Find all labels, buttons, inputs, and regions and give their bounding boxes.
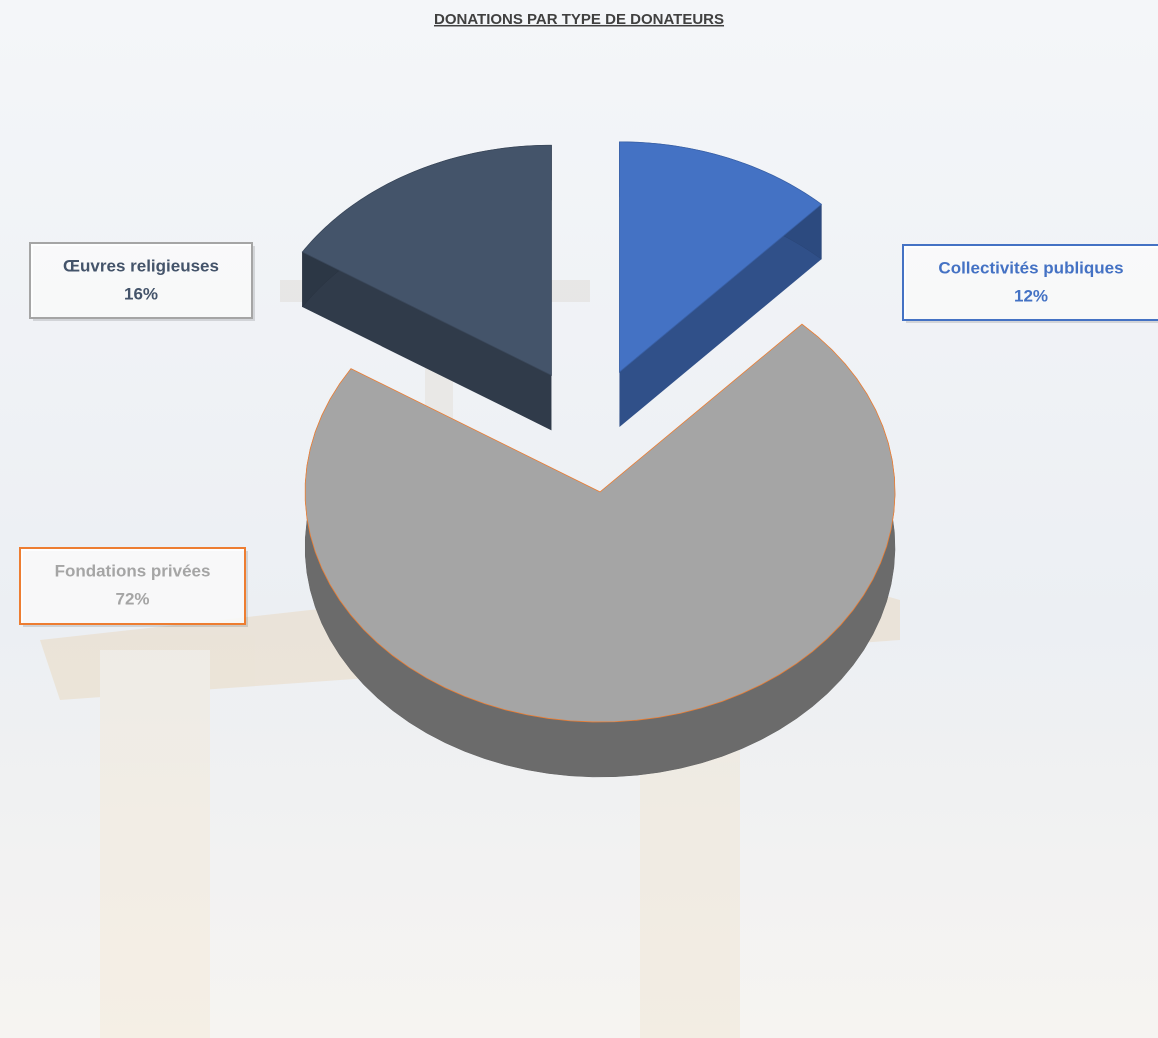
slice [619,141,823,427]
slice-wall [619,204,822,427]
chart-title: DONATIONS PAR TYPE DE DONATEURS [434,11,724,28]
pie-slice [619,141,823,373]
pie-slice [304,323,896,723]
label-box [902,244,1158,321]
data-label-name: Fondations privées [55,561,211,580]
label-box [29,242,253,319]
label-box [19,547,246,625]
data-label-value: 72% [115,589,149,608]
data-label-value: 16% [124,284,158,303]
slice [301,144,552,431]
pie-slice [301,144,552,376]
data-label-name: Œuvres religieuses [63,256,219,275]
slice [304,323,896,778]
data-label-value: 12% [1014,286,1048,305]
slice-wall [302,252,552,431]
data-label-name: Collectivités publiques [938,258,1123,277]
